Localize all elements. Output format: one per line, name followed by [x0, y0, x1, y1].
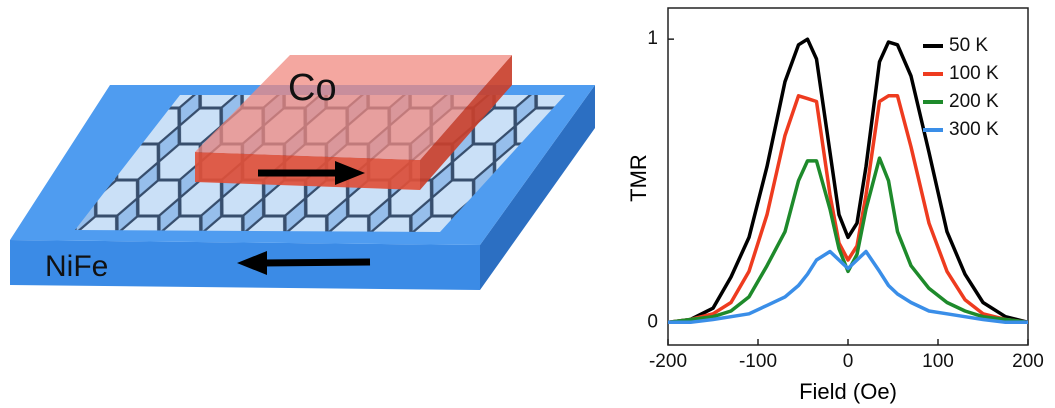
- x-tick-label: 200: [1012, 351, 1044, 372]
- series-line: [668, 158, 1028, 322]
- nife-label: NiFe: [45, 250, 108, 283]
- y-tick-label: 1: [647, 28, 658, 49]
- y-tick-label: 0: [647, 311, 658, 332]
- legend-label: 50 K: [949, 35, 988, 56]
- nife-arrow: [262, 262, 370, 263]
- legend-label: 200 K: [949, 91, 999, 112]
- legend-label: 300 K: [949, 119, 999, 140]
- co-label: Co: [288, 67, 337, 109]
- legend-label: 100 K: [949, 63, 999, 84]
- x-tick-label: 100: [922, 351, 954, 372]
- device-diagram: Co NiFe: [10, 55, 595, 290]
- y-axis-label: TMR: [626, 154, 651, 202]
- x-tick-label: 0: [843, 351, 854, 372]
- x-tick-label: -200: [649, 351, 687, 372]
- tmr-chart: TMR Field (Oe) 0 1 -200 -100 0 100 200 50 K 100 …: [626, 8, 1044, 404]
- figure: Co NiFe TMR Field (Oe) 0 1 -200 -100 0 100 200…: [0, 0, 1055, 408]
- x-tick-label: -100: [739, 351, 777, 372]
- page: {"diagram": {"top_layer": "Co", "bottom_…: [0, 0, 1055, 408]
- x-axis-label: Field (Oe): [799, 379, 897, 404]
